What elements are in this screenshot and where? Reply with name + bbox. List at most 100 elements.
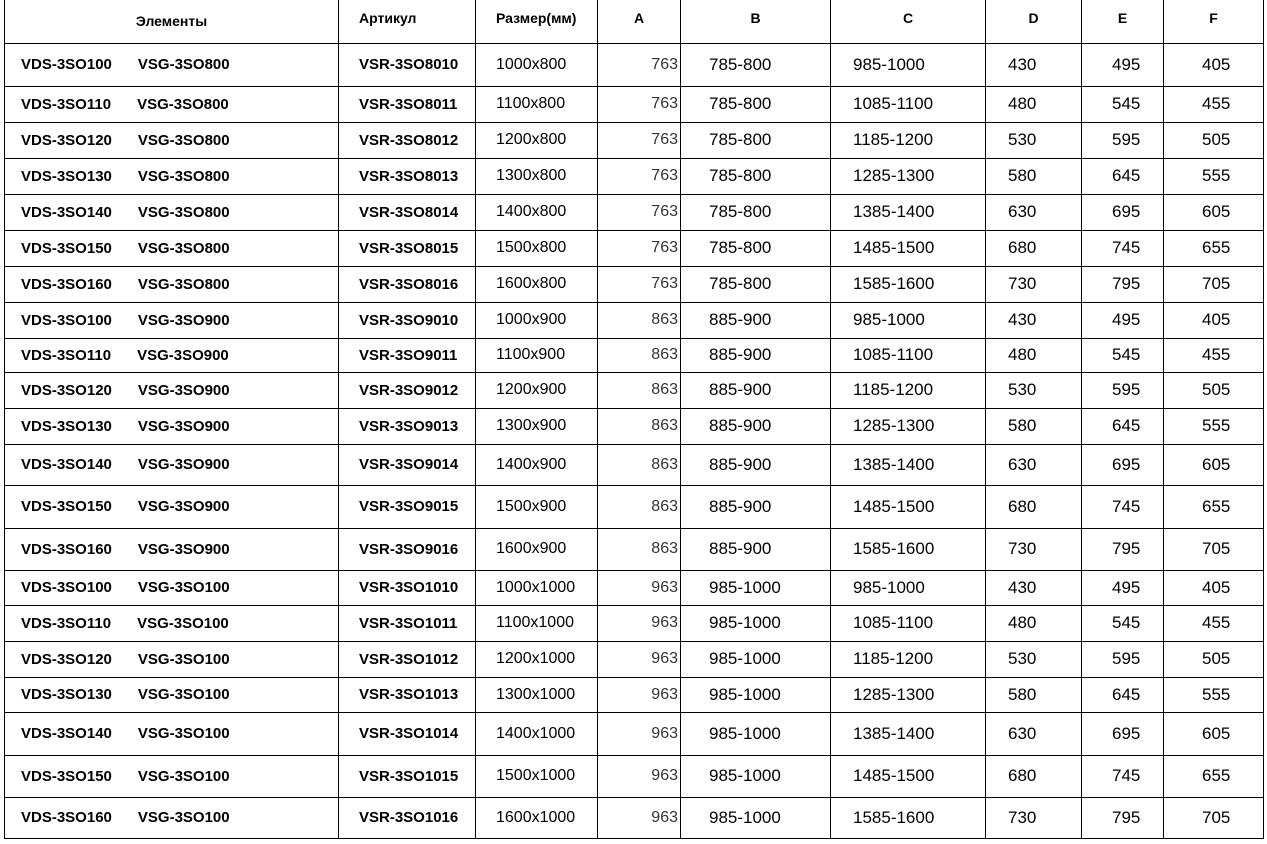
article-cell: VSR-3SO9012 bbox=[338, 371, 476, 409]
c-cell: 1185-1200 bbox=[830, 121, 986, 159]
d-cell: 630 bbox=[985, 443, 1082, 486]
d-cell: 530 bbox=[985, 371, 1082, 409]
size-cell: 1400x1000 bbox=[475, 711, 598, 756]
d-cell: 730 bbox=[985, 527, 1082, 571]
header-b: B bbox=[680, 0, 831, 44]
elements-cell: VDS-3SO160 VSG-3SO900 bbox=[4, 527, 339, 571]
glass-element: VSG-3SO100 bbox=[137, 614, 229, 632]
b-cell: 985-1000 bbox=[680, 754, 831, 798]
glass-element: VSG-3SO100 bbox=[137, 725, 230, 742]
article-cell: VSR-3SO8016 bbox=[338, 265, 476, 303]
c-cell: 1285-1300 bbox=[830, 157, 986, 195]
size-cell: 1600x1000 bbox=[475, 796, 598, 839]
glass-element: VSG-3SO100 bbox=[137, 809, 230, 826]
elements-cell: VDS-3SO100 VSG-3SO800 bbox=[4, 42, 339, 87]
header-f: F bbox=[1163, 0, 1264, 44]
b-cell: 985-1000 bbox=[680, 676, 831, 713]
article-cell: VSR-3SO8015 bbox=[338, 229, 476, 267]
c-cell: 1385-1400 bbox=[830, 193, 986, 231]
f-cell: 505 bbox=[1163, 640, 1264, 678]
e-cell: 545 bbox=[1081, 604, 1164, 642]
elements-cell: VDS-3SO130 VSG-3SO100 bbox=[4, 676, 339, 713]
door-element: VDS-3SO110 bbox=[21, 346, 112, 364]
glass-element: VSG-3SO800 bbox=[137, 275, 230, 293]
door-element: VDS-3SO150 bbox=[21, 767, 112, 785]
glass-element: VSG-3SO900 bbox=[137, 311, 230, 329]
elements-cell: VDS-3SO150 VSG-3SO900 bbox=[4, 484, 339, 529]
a-cell: 963 bbox=[597, 640, 681, 678]
b-cell: 785-800 bbox=[680, 85, 831, 123]
glass-element: VSG-3SO900 bbox=[137, 346, 229, 364]
b-cell: 785-800 bbox=[680, 157, 831, 195]
elements-cell: VDS-3SO140 VSG-3SO100 bbox=[4, 711, 339, 756]
size-cell: 1600x900 bbox=[475, 527, 598, 571]
article-cell: VSR-3SO1016 bbox=[338, 796, 476, 839]
table-row: VDS-3SO150 VSG-3SO900 VSR-3SO9015 1500x900 8… bbox=[4, 484, 1264, 529]
f-cell: 405 bbox=[1163, 569, 1264, 606]
b-cell: 985-1000 bbox=[680, 604, 831, 642]
table-row: VDS-3SO150 VSG-3SO100 VSR-3SO1015 1500x1000… bbox=[4, 754, 1264, 798]
article-cell: VSR-3SO8010 bbox=[338, 42, 476, 87]
c-cell: 1585-1600 bbox=[830, 265, 986, 303]
size-cell: 1100x800 bbox=[475, 85, 598, 123]
d-cell: 730 bbox=[985, 265, 1082, 303]
d-cell: 580 bbox=[985, 407, 1082, 445]
door-element: VDS-3SO110 bbox=[21, 614, 112, 632]
table-row: VDS-3SO130 VSG-3SO900 VSR-3SO9013 1300x900 8… bbox=[4, 407, 1264, 445]
article-cell: VSR-3SO1013 bbox=[338, 676, 476, 713]
elements-cell: VDS-3SO130 VSG-3SO800 bbox=[4, 157, 339, 195]
f-cell: 455 bbox=[1163, 337, 1264, 373]
size-cell: 1000x800 bbox=[475, 42, 598, 87]
b-cell: 785-800 bbox=[680, 42, 831, 87]
d-cell: 430 bbox=[985, 42, 1082, 87]
e-cell: 645 bbox=[1081, 407, 1164, 445]
f-cell: 555 bbox=[1163, 157, 1264, 195]
glass-element: VSG-3SO800 bbox=[137, 95, 229, 113]
elements-cell: VDS-3SO140 VSG-3SO800 bbox=[4, 193, 339, 231]
elements-cell: VDS-3SO110 VSG-3SO900 bbox=[4, 337, 339, 373]
f-cell: 505 bbox=[1163, 121, 1264, 159]
table-row: VDS-3SO110 VSG-3SO100 VSR-3SO1011 1100x1000… bbox=[4, 604, 1264, 642]
c-cell: 1185-1200 bbox=[830, 371, 986, 409]
size-cell: 1100x1000 bbox=[475, 604, 598, 642]
article-cell: VSR-3SO1012 bbox=[338, 640, 476, 678]
d-cell: 530 bbox=[985, 121, 1082, 159]
f-cell: 405 bbox=[1163, 42, 1264, 87]
a-cell: 863 bbox=[597, 527, 681, 571]
a-cell: 963 bbox=[597, 796, 681, 839]
b-cell: 985-1000 bbox=[680, 711, 831, 756]
elements-cell: VDS-3SO160 VSG-3SO100 bbox=[4, 796, 339, 839]
table-row: VDS-3SO120 VSG-3SO100 VSR-3SO1012 1200x1000… bbox=[4, 640, 1264, 678]
table-row: VDS-3SO160 VSG-3SO800 VSR-3SO8016 1600x800 7… bbox=[4, 265, 1264, 303]
glass-element: VSG-3SO800 bbox=[137, 167, 230, 185]
glass-element: VSG-3SO100 bbox=[137, 686, 230, 703]
c-cell: 1585-1600 bbox=[830, 527, 986, 571]
a-cell: 963 bbox=[597, 676, 681, 713]
door-element: VDS-3SO150 bbox=[21, 498, 112, 515]
glass-element: VSG-3SO900 bbox=[137, 381, 230, 399]
a-cell: 763 bbox=[597, 121, 681, 159]
e-cell: 745 bbox=[1081, 484, 1164, 529]
door-element: VDS-3SO160 bbox=[21, 809, 112, 826]
glass-element: VSG-3SO800 bbox=[137, 203, 230, 221]
f-cell: 655 bbox=[1163, 229, 1264, 267]
a-cell: 863 bbox=[597, 337, 681, 373]
elements-cell: VDS-3SO120 VSG-3SO100 bbox=[4, 640, 339, 678]
c-cell: 1485-1500 bbox=[830, 754, 986, 798]
a-cell: 863 bbox=[597, 371, 681, 409]
e-cell: 695 bbox=[1081, 443, 1164, 486]
door-element: VDS-3SO130 bbox=[21, 686, 112, 703]
c-cell: 1085-1100 bbox=[830, 85, 986, 123]
size-cell: 1400x800 bbox=[475, 193, 598, 231]
header-size: Размер(мм) bbox=[475, 0, 598, 44]
d-cell: 530 bbox=[985, 640, 1082, 678]
f-cell: 705 bbox=[1163, 527, 1264, 571]
size-cell: 1000x900 bbox=[475, 301, 598, 339]
c-cell: 1085-1100 bbox=[830, 337, 986, 373]
door-element: VDS-3SO160 bbox=[21, 540, 112, 558]
door-element: VDS-3SO100 bbox=[21, 56, 112, 73]
table-row: VDS-3SO100 VSG-3SO900 VSR-3SO9010 1000x900 8… bbox=[4, 301, 1264, 339]
e-cell: 795 bbox=[1081, 527, 1164, 571]
table-row: VDS-3SO110 VSG-3SO800 VSR-3SO8011 1100x800 7… bbox=[4, 85, 1264, 123]
size-cell: 1100x900 bbox=[475, 337, 598, 373]
